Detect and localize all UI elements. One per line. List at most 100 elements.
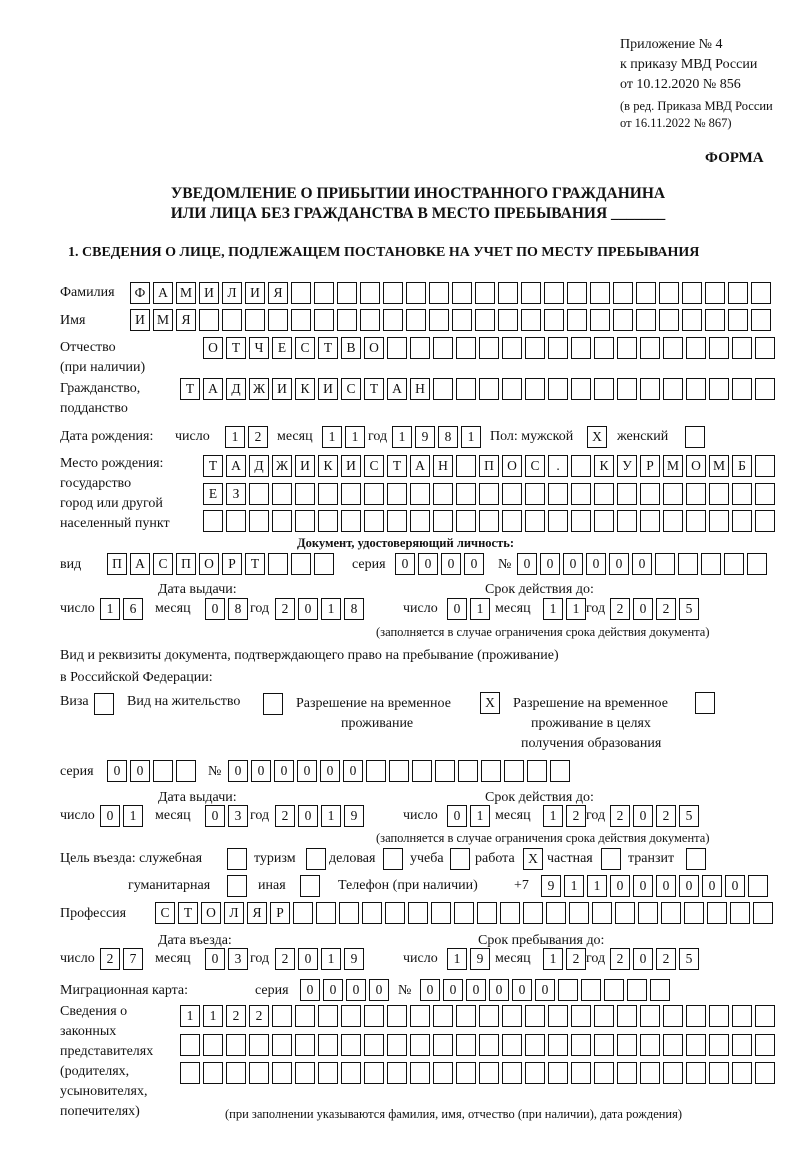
input-cell[interactable] xyxy=(479,510,499,532)
input-cell[interactable]: 0 xyxy=(274,760,294,782)
input-cell[interactable] xyxy=(571,1062,591,1084)
input-cell[interactable] xyxy=(571,1005,591,1027)
input-cell[interactable] xyxy=(433,378,453,400)
input-cell[interactable]: 2 xyxy=(275,805,295,827)
input-cell[interactable]: Т xyxy=(245,553,265,575)
input-cell[interactable]: 9 xyxy=(344,948,364,970)
input-cell[interactable]: 2 xyxy=(275,598,295,620)
input-cell[interactable]: 0 xyxy=(369,979,389,1001)
input-cell[interactable]: М xyxy=(663,455,683,477)
input-cell[interactable]: 1 xyxy=(587,875,607,897)
input-cell[interactable]: 0 xyxy=(323,979,343,1001)
input-cell[interactable] xyxy=(525,510,545,532)
input-cell[interactable]: 0 xyxy=(205,948,225,970)
input-cell[interactable]: В xyxy=(341,337,361,359)
input-cell[interactable] xyxy=(525,378,545,400)
input-cell[interactable]: 1 xyxy=(225,426,245,448)
input-cell[interactable] xyxy=(709,510,729,532)
input-cell[interactable] xyxy=(272,1062,292,1084)
input-cell[interactable] xyxy=(617,1034,637,1056)
input-cell[interactable] xyxy=(548,483,568,505)
input-cell[interactable] xyxy=(429,309,449,331)
input-cell[interactable]: Т xyxy=(180,378,200,400)
input-cell[interactable]: 0 xyxy=(464,553,484,575)
input-cell[interactable] xyxy=(640,510,660,532)
input-cell[interactable]: 2 xyxy=(610,598,630,620)
input-cell[interactable] xyxy=(640,1005,660,1027)
input-cell[interactable]: Ж xyxy=(272,455,292,477)
input-cell[interactable]: 0 xyxy=(466,979,486,1001)
input-cell[interactable] xyxy=(272,483,292,505)
input-cell[interactable]: 1 xyxy=(322,426,342,448)
input-cell[interactable] xyxy=(293,902,313,924)
input-cell[interactable] xyxy=(456,455,476,477)
input-cell[interactable] xyxy=(502,1062,522,1084)
input-cell[interactable] xyxy=(571,510,591,532)
input-cell[interactable] xyxy=(686,1062,706,1084)
input-cell[interactable]: 0 xyxy=(563,553,583,575)
input-cell[interactable] xyxy=(502,483,522,505)
input-cell[interactable]: Т xyxy=(387,455,407,477)
input-cell[interactable] xyxy=(659,282,679,304)
input-cell[interactable] xyxy=(640,1034,660,1056)
input-cell[interactable] xyxy=(686,848,706,870)
input-cell[interactable]: Д xyxy=(226,378,246,400)
input-cell[interactable] xyxy=(199,309,219,331)
input-cell[interactable]: Е xyxy=(203,483,223,505)
input-cell[interactable] xyxy=(502,378,522,400)
input-cell[interactable] xyxy=(263,693,283,715)
input-cell[interactable] xyxy=(627,979,647,1001)
input-cell[interactable]: 2 xyxy=(566,805,586,827)
input-cell[interactable]: 7 xyxy=(123,948,143,970)
input-cell[interactable] xyxy=(755,1034,775,1056)
input-cell[interactable] xyxy=(640,483,660,505)
input-cell[interactable] xyxy=(594,1034,614,1056)
input-cell[interactable] xyxy=(360,282,380,304)
input-cell[interactable] xyxy=(548,1034,568,1056)
input-cell[interactable]: 0 xyxy=(632,553,652,575)
input-cell[interactable]: 0 xyxy=(679,875,699,897)
input-cell[interactable] xyxy=(410,1034,430,1056)
input-cell[interactable] xyxy=(383,848,403,870)
input-cell[interactable] xyxy=(594,378,614,400)
input-cell[interactable] xyxy=(364,1005,384,1027)
input-cell[interactable] xyxy=(318,483,338,505)
input-cell[interactable] xyxy=(341,483,361,505)
input-cell[interactable] xyxy=(594,1005,614,1027)
input-cell[interactable] xyxy=(751,309,771,331)
input-cell[interactable]: . xyxy=(548,455,568,477)
input-cell[interactable]: Е xyxy=(272,337,292,359)
input-cell[interactable] xyxy=(176,760,196,782)
input-cell[interactable] xyxy=(479,1062,499,1084)
input-cell[interactable] xyxy=(525,1062,545,1084)
input-cell[interactable]: А xyxy=(226,455,246,477)
input-cell[interactable] xyxy=(268,309,288,331)
input-cell[interactable]: 1 xyxy=(470,805,490,827)
input-cell[interactable] xyxy=(364,483,384,505)
input-cell[interactable] xyxy=(502,510,522,532)
input-cell[interactable] xyxy=(663,1034,683,1056)
input-cell[interactable]: 1 xyxy=(321,598,341,620)
input-cell[interactable]: 0 xyxy=(346,979,366,1001)
input-cell[interactable] xyxy=(226,1062,246,1084)
input-cell[interactable]: А xyxy=(387,378,407,400)
input-cell[interactable] xyxy=(569,902,589,924)
input-cell[interactable] xyxy=(291,309,311,331)
input-cell[interactable]: 2 xyxy=(610,948,630,970)
input-cell[interactable]: 0 xyxy=(300,979,320,1001)
input-cell[interactable]: 0 xyxy=(205,598,225,620)
input-cell[interactable] xyxy=(362,902,382,924)
input-cell[interactable] xyxy=(755,337,775,359)
input-cell[interactable]: 0 xyxy=(418,553,438,575)
input-cell[interactable]: 1 xyxy=(566,598,586,620)
input-cell[interactable]: Ж xyxy=(249,378,269,400)
input-cell[interactable]: 1 xyxy=(447,948,467,970)
input-cell[interactable] xyxy=(705,309,725,331)
input-cell[interactable]: О xyxy=(199,553,219,575)
input-cell[interactable]: 0 xyxy=(702,875,722,897)
input-cell[interactable]: 1 xyxy=(392,426,412,448)
input-cell[interactable]: 0 xyxy=(633,948,653,970)
input-cell[interactable] xyxy=(613,282,633,304)
input-cell[interactable] xyxy=(732,378,752,400)
input-cell[interactable] xyxy=(318,1034,338,1056)
